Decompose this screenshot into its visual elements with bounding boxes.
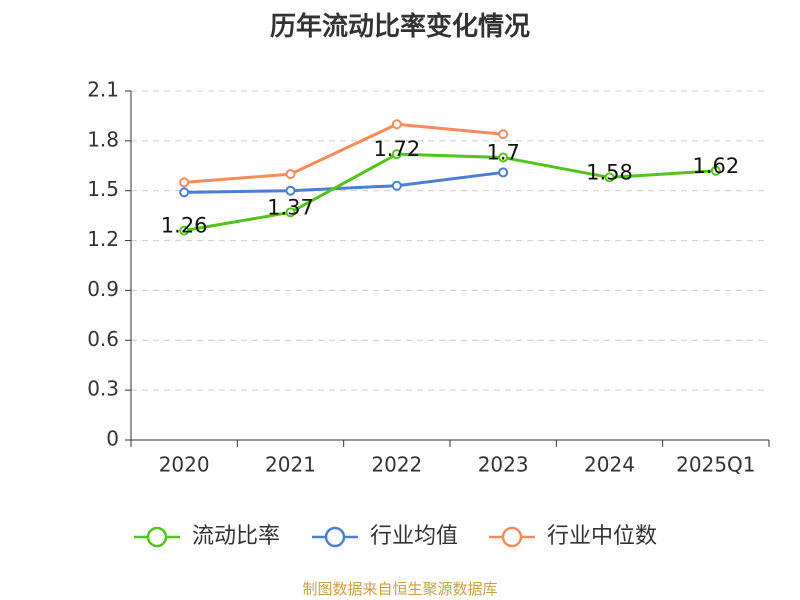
y-tick-label: 0 — [106, 427, 119, 451]
y-tick-label: 0.3 — [87, 377, 119, 401]
data-label: 1.26 — [161, 214, 208, 238]
series-point-1 — [604, 172, 615, 183]
legend-label: 行业中位数 — [547, 524, 657, 549]
x-tick-label: 2020 — [159, 453, 210, 477]
legend-swatch-marker — [146, 526, 168, 548]
series-point-2 — [391, 180, 402, 191]
legend-label: 流动比率 — [192, 524, 280, 549]
legend: 流动比率 行业均值 行业中位数 — [134, 524, 657, 549]
y-tick-label: 1.2 — [87, 227, 119, 251]
series-point-3 — [285, 169, 296, 180]
series-point-1 — [498, 152, 509, 163]
y-tick-label: 0.6 — [87, 327, 119, 351]
series-point-3 — [179, 177, 190, 188]
data-label: 1.58 — [586, 160, 633, 184]
series-point-2 — [179, 187, 190, 198]
legend-swatch-marker — [324, 526, 346, 548]
x-tick-label: 2024 — [584, 453, 635, 477]
chart-title: 历年流动比率变化情况 — [269, 12, 530, 42]
data-labels: 1.26 1.37 1.72 1.7 1.58 1.62 — [161, 137, 739, 237]
data-label: 1.37 — [267, 195, 314, 219]
grid-lines — [131, 90, 769, 391]
source-note: 制图数据来自恒生聚源数据库 — [302, 580, 498, 598]
series-lines — [179, 119, 721, 236]
data-label: 1.7 — [486, 140, 519, 164]
legend-swatch-marker — [501, 526, 523, 548]
legend-label: 行业均值 — [370, 524, 458, 549]
y-tick-label: 1.5 — [87, 177, 119, 201]
series-point-1 — [710, 165, 721, 176]
data-label: 1.62 — [692, 154, 739, 178]
series-line-1 — [183, 152, 716, 233]
series-line-2 — [184, 170, 504, 194]
series-point-2 — [285, 185, 296, 196]
series-point-3 — [498, 129, 509, 140]
series-point-1 — [285, 207, 296, 218]
x-tick-label: 2021 — [265, 453, 316, 477]
x-tick-label: 2025Q1 — [676, 453, 755, 477]
series-line-3 — [184, 122, 504, 184]
y-tick-label: 1.8 — [87, 127, 119, 151]
axes: 0 0.3 0.6 0.9 1.2 1.5 1.8 2.1 2020 2021 2022 2023 20… — [87, 78, 770, 477]
series-point-3 — [391, 119, 402, 130]
y-tick-label: 0.9 — [87, 277, 119, 301]
y-tick-label: 2.1 — [87, 78, 119, 102]
series-point-2 — [498, 167, 509, 178]
series-point-1 — [391, 149, 402, 160]
x-tick-label: 2023 — [478, 453, 529, 477]
data-label: 1.72 — [373, 137, 420, 161]
x-tick-label: 2022 — [371, 453, 422, 477]
series-point-1 — [179, 225, 190, 236]
